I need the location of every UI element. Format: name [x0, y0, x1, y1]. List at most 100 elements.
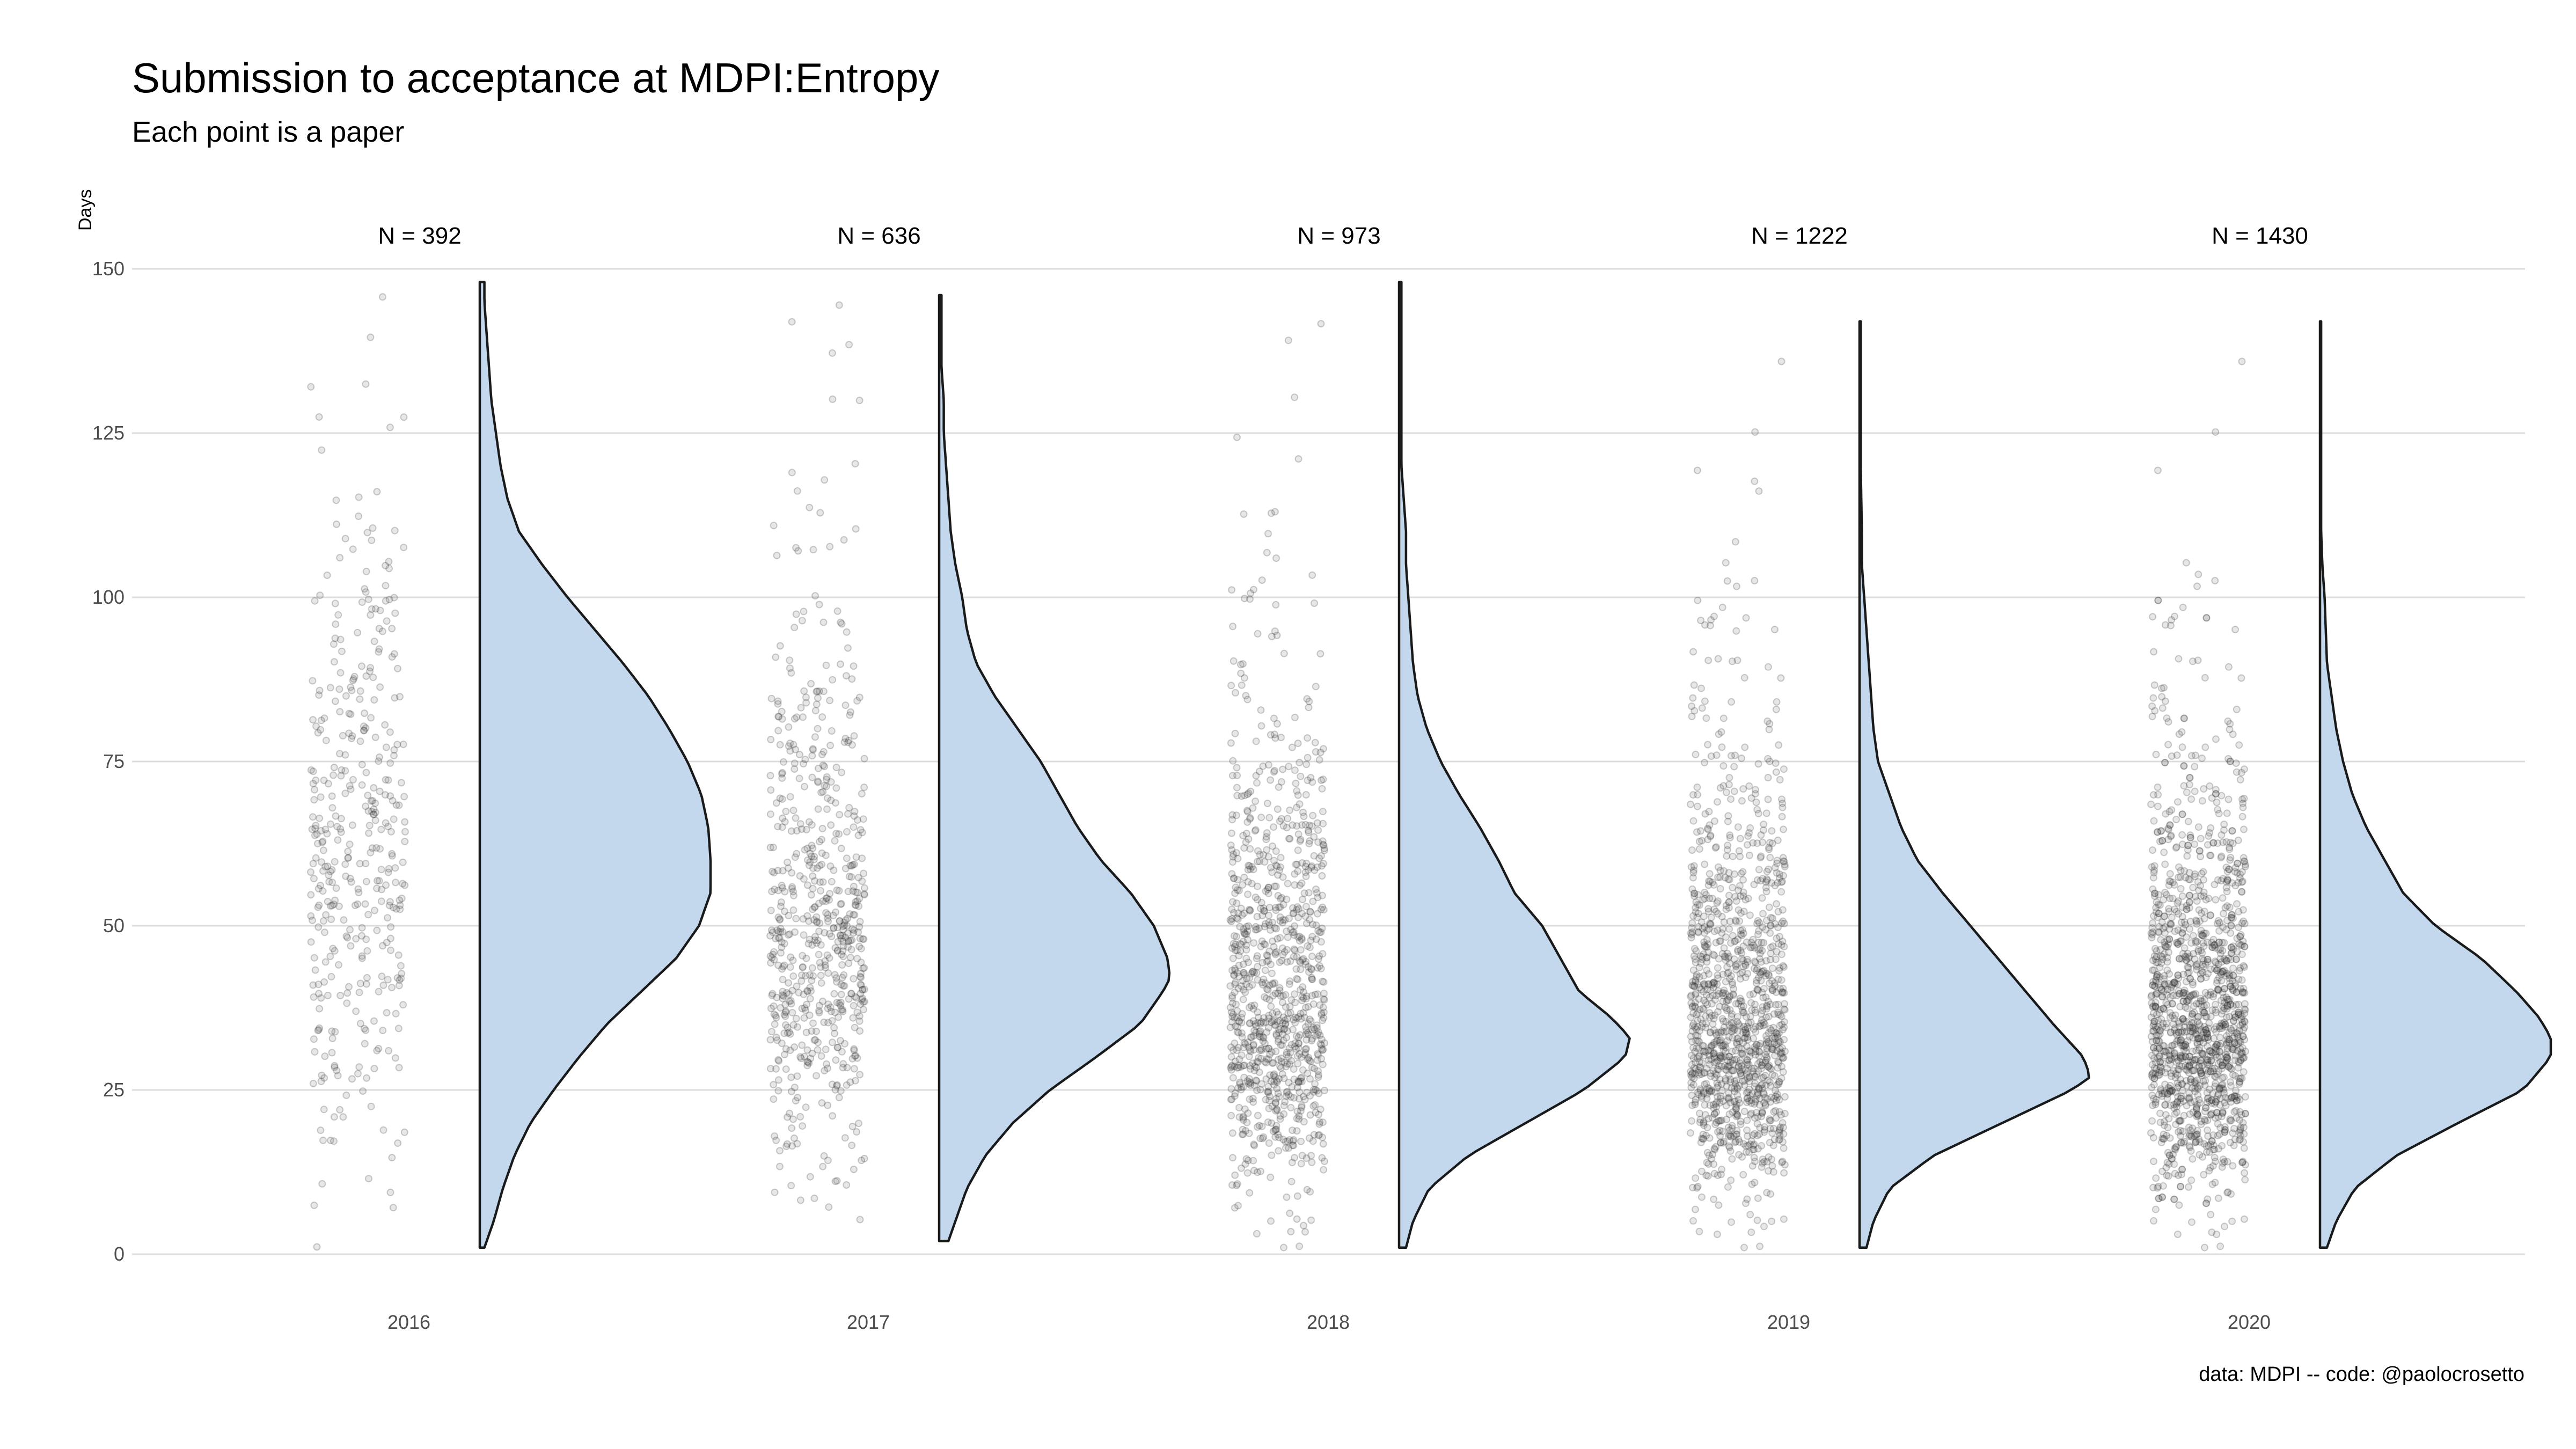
data-point-2017: [802, 972, 810, 980]
data-point-2019: [1692, 976, 1700, 984]
data-point-2019: [1753, 986, 1761, 994]
data-point-2018: [1313, 863, 1321, 871]
data-point-2020: [2224, 663, 2233, 671]
data-point-2017: [832, 974, 840, 982]
data-point-2018: [1297, 1015, 1305, 1023]
data-point-2019: [1763, 867, 1771, 875]
data-point-2020: [2168, 806, 2176, 814]
data-point-2017: [848, 936, 856, 944]
data-point-2018: [1293, 906, 1300, 914]
data-point-2019: [1732, 627, 1740, 635]
data-point-2019: [1687, 991, 1695, 999]
data-point-2019: [1717, 1138, 1725, 1146]
data-point-2020: [2215, 938, 2223, 946]
data-point-2018: [1286, 1209, 1294, 1217]
data-point-2018: [1272, 1099, 1279, 1107]
data-point-2017: [785, 1028, 793, 1036]
data-point-2016: [375, 625, 383, 633]
data-point-2017: [808, 964, 816, 972]
data-point-2017: [852, 853, 860, 861]
data-point-2018: [1304, 734, 1312, 742]
data-point-2019: [1780, 1169, 1788, 1177]
data-point-2019: [1772, 768, 1780, 776]
data-point-2019: [1728, 1218, 1735, 1226]
data-point-2020: [2212, 428, 2220, 436]
data-point-2020: [2152, 1174, 2160, 1182]
data-point-2018: [1318, 872, 1326, 880]
data-point-2016: [379, 981, 387, 989]
data-point-2018: [1235, 952, 1243, 960]
data-point-2020: [2240, 1068, 2248, 1076]
data-point-2016: [384, 976, 392, 984]
data-point-2018: [1289, 821, 1297, 829]
data-point-2017: [854, 928, 862, 936]
data-point-2020: [2198, 797, 2206, 805]
data-point-2018: [1244, 1157, 1252, 1165]
data-point-2017: [825, 1203, 833, 1211]
data-point-2018: [1301, 862, 1309, 870]
data-point-2018: [1276, 934, 1284, 942]
data-point-2019: [1745, 1097, 1753, 1105]
data-point-2017: [784, 1023, 792, 1031]
data-point-2016: [316, 1005, 324, 1013]
data-point-2019: [1693, 466, 1701, 474]
data-point-2019: [1758, 1061, 1766, 1069]
data-point-2016: [401, 818, 409, 826]
data-point-2018: [1227, 1085, 1235, 1093]
data-point-2017: [808, 1027, 816, 1035]
data-point-2016: [316, 814, 324, 822]
data-point-2017: [783, 1140, 791, 1148]
data-point-2016: [370, 1065, 378, 1073]
data-point-2017: [822, 782, 830, 791]
data-point-2019: [1695, 845, 1703, 853]
data-point-2019: [1755, 927, 1763, 935]
data-point-2020: [2165, 1151, 2174, 1159]
data-point-2016: [379, 1126, 387, 1134]
data-point-2016: [370, 810, 378, 818]
data-point-2018: [1241, 1160, 1249, 1168]
data-point-2018: [1245, 1075, 1253, 1083]
data-point-2016: [320, 1106, 328, 1114]
data-point-2019: [1777, 950, 1785, 958]
data-point-2020: [2160, 912, 2168, 920]
data-point-2016: [315, 990, 323, 998]
data-point-2018: [1282, 1144, 1290, 1152]
data-point-2017: [845, 960, 853, 967]
data-point-2018: [1268, 969, 1276, 977]
data-point-2019: [1766, 854, 1774, 861]
data-point-2019: [1691, 1070, 1699, 1078]
data-point-2019: [1694, 791, 1702, 799]
data-point-2016: [378, 293, 386, 301]
data-point-2016: [331, 858, 339, 866]
data-point-2017: [833, 886, 841, 894]
data-point-2017: [826, 1003, 835, 1011]
data-point-2018: [1290, 1075, 1298, 1084]
data-point-2020: [2214, 985, 2222, 993]
data-point-2020: [2148, 1117, 2156, 1125]
data-point-2016: [350, 675, 358, 683]
data-point-2017: [803, 844, 811, 852]
data-point-2019: [1728, 1056, 1736, 1064]
data-point-2018: [1298, 1078, 1306, 1086]
data-point-2017: [787, 1000, 795, 1008]
data-point-2018: [1286, 957, 1294, 965]
data-point-2020: [2204, 1126, 2212, 1134]
data-point-2017: [860, 891, 868, 899]
data-point-2016: [331, 697, 339, 705]
data-point-2017: [858, 790, 866, 797]
data-point-2017: [833, 1043, 841, 1051]
data-point-2020: [2202, 1199, 2210, 1208]
data-point-2018: [1236, 1080, 1244, 1088]
data-point-2017: [793, 713, 801, 721]
data-point-2016: [317, 1078, 325, 1085]
data-point-2020: [2241, 920, 2249, 927]
data-point-2018: [1253, 1168, 1261, 1176]
data-point-2018: [1282, 1138, 1290, 1146]
data-point-2017: [810, 853, 818, 861]
data-point-2017: [807, 1055, 815, 1063]
data-point-2018: [1276, 1115, 1284, 1123]
data-point-2016: [365, 822, 374, 830]
data-point-2016: [337, 815, 345, 823]
data-point-2018: [1265, 947, 1274, 955]
data-point-2017: [806, 971, 814, 979]
